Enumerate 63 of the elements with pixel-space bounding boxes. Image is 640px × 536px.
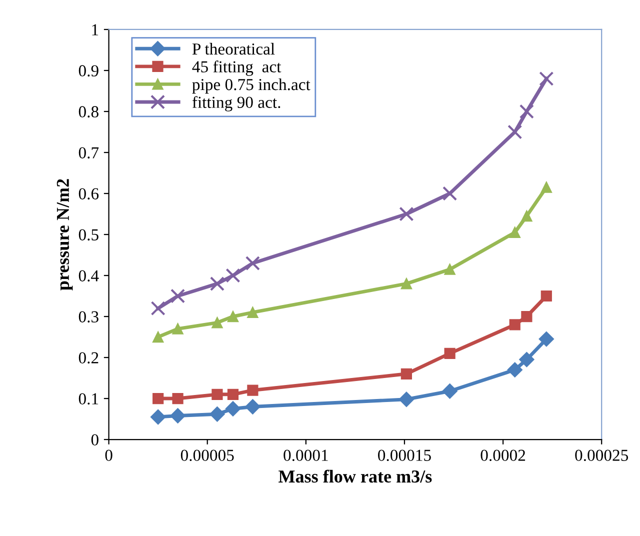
point [210, 276, 225, 291]
point [539, 71, 554, 86]
point [521, 310, 532, 322]
point [521, 210, 532, 222]
point [399, 206, 414, 222]
point [508, 124, 522, 140]
x-tick-label: 0.00015 [378, 450, 431, 462]
point [245, 399, 260, 414]
point [172, 323, 184, 334]
x-tick-label: 0.00005 [180, 450, 234, 462]
legend-label: pipe 0.75 inch.act [192, 78, 310, 94]
point [507, 362, 522, 378]
y-tick-label: 0.2 [78, 352, 98, 364]
point [538, 331, 554, 347]
y-tick-label: 0.3 [78, 311, 98, 323]
point [150, 409, 166, 425]
y-axis-title: pressure N/m2 [56, 179, 73, 290]
point [172, 392, 184, 404]
point [225, 401, 241, 416]
point [442, 384, 458, 399]
y-tick-label: 0 [91, 434, 98, 446]
x-tick-label: 0.00025 [575, 450, 628, 462]
point [540, 290, 552, 302]
point [170, 288, 186, 304]
y-tick-label: 0.5 [78, 229, 98, 241]
point [227, 388, 239, 400]
point [212, 388, 223, 400]
point [152, 392, 164, 404]
x-tick-label: 0 [105, 450, 112, 461]
y-tick-label: 0.1 [78, 393, 98, 405]
y-tick-label: 0.4 [78, 270, 99, 282]
point [444, 264, 456, 275]
legend-label: 45 fitting act [192, 60, 282, 76]
legend-label: P theoratical [192, 42, 275, 55]
point [150, 301, 166, 316]
y-tick-label: 0.7 [78, 147, 99, 159]
point [400, 368, 412, 380]
point [442, 186, 458, 201]
point [247, 306, 258, 318]
point [400, 278, 412, 290]
x-axis-title: Mass flow rate m3/s [278, 470, 432, 483]
point [519, 104, 534, 119]
point [152, 331, 164, 343]
x-tick-label: 0.0001 [284, 450, 328, 462]
point [212, 317, 223, 328]
legend-label: fitting 90 act. [192, 96, 280, 112]
point [509, 226, 520, 238]
point [247, 384, 258, 396]
point [540, 182, 552, 193]
point [227, 310, 239, 322]
point [210, 406, 225, 422]
y-tick-label: 0.9 [78, 65, 98, 77]
x-tick-label: 0.0002 [480, 450, 526, 462]
y-tick-label: 1 [92, 24, 98, 36]
point [170, 408, 186, 424]
y-tick-label: 0.8 [78, 106, 98, 118]
point [398, 392, 414, 407]
point [519, 352, 534, 368]
y-tick-label: 0.6 [78, 188, 99, 200]
point [245, 256, 260, 270]
point [509, 319, 520, 330]
point [444, 348, 456, 359]
point [226, 268, 240, 283]
